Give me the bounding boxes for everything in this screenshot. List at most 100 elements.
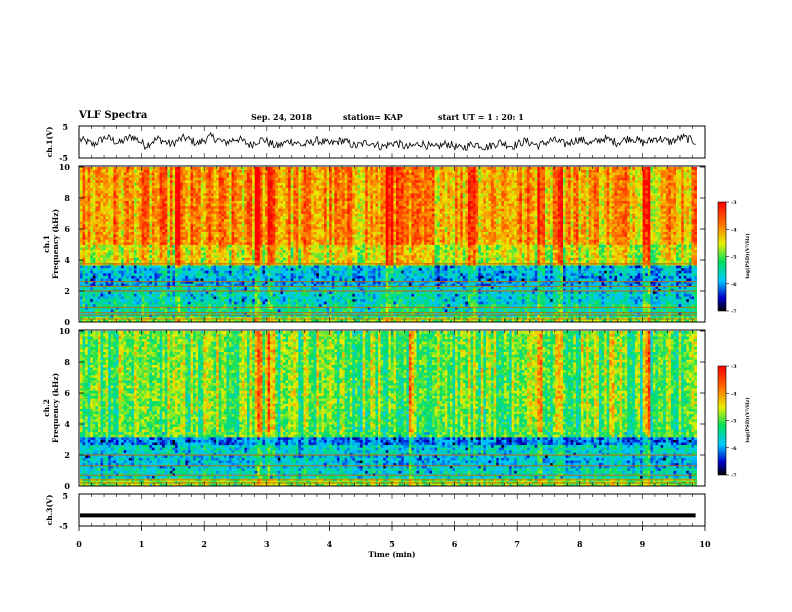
spectrogram-cell	[98, 239, 101, 242]
spectrogram-cell	[224, 255, 227, 258]
spectrogram-cell	[93, 312, 96, 315]
spectrogram-cell	[162, 237, 165, 240]
spectrogram-cell	[116, 203, 119, 206]
spectrogram-cell	[160, 183, 163, 186]
spectrogram-cell	[278, 237, 281, 240]
spectrogram-cell	[167, 299, 170, 302]
spectrogram-cell	[167, 260, 170, 263]
spectrogram-cell	[85, 183, 88, 186]
spectrogram-cell	[160, 216, 163, 219]
spectrogram-cell	[250, 185, 253, 188]
spectrogram-cell	[211, 232, 214, 235]
spectrogram-cell	[137, 281, 140, 284]
spectrogram-cell	[280, 250, 283, 253]
spectrogram-cell	[196, 203, 199, 206]
spectrogram-cell	[234, 211, 237, 214]
spectrogram-cell	[124, 167, 127, 170]
spectrogram-cell	[250, 234, 253, 237]
spectrogram-cell	[162, 208, 165, 211]
spectrogram-cell	[286, 185, 289, 188]
spectrogram-cell	[83, 239, 86, 242]
spectrogram-cell	[175, 273, 178, 276]
spectrogram-cell	[201, 257, 204, 260]
spectrogram-cell	[286, 245, 289, 248]
spectrogram-cell	[198, 273, 201, 276]
spectrogram-cell	[211, 294, 214, 297]
spectrogram-cell	[208, 265, 211, 268]
spectrogram-cell	[291, 216, 294, 219]
spectrogram-cell	[239, 177, 242, 180]
spectrogram-cell	[193, 201, 196, 204]
spectrogram-cell	[106, 198, 109, 201]
spectrogram-cell	[196, 247, 199, 250]
spectrogram-cell	[221, 201, 224, 204]
spectrogram-cell	[286, 260, 289, 263]
spectrogram-cell	[270, 234, 273, 237]
spectrogram-cell	[229, 242, 232, 245]
spectrogram-cell	[155, 208, 158, 211]
spectrogram-cell	[80, 170, 83, 173]
spectrogram-cell	[237, 198, 240, 201]
spectrogram-cell	[265, 239, 268, 242]
spectrogram-cell	[275, 299, 278, 302]
ch1-spectrogram-image	[80, 167, 697, 322]
spectrogram-cell	[255, 211, 258, 214]
spectrogram-cell	[188, 299, 191, 302]
spectrogram-cell	[93, 304, 96, 307]
spectrogram-cell	[106, 208, 109, 211]
spectrogram-cell	[129, 175, 132, 178]
spectrogram-cell	[214, 312, 217, 315]
spectrogram-cell	[234, 224, 237, 227]
spectrogram-cell	[165, 299, 168, 302]
spectrogram-cell	[121, 185, 124, 188]
spectrogram-cell	[203, 224, 206, 227]
spectrogram-cell	[275, 268, 278, 271]
spectrogram-cell	[286, 188, 289, 191]
spectrogram-cell	[244, 296, 247, 299]
spectrogram-cell	[106, 221, 109, 224]
spectrogram-cell	[188, 234, 191, 237]
spectrogram-cell	[270, 296, 273, 299]
spectrogram-cell	[270, 270, 273, 273]
spectrogram-cell	[291, 193, 294, 196]
spectrogram-cell	[178, 252, 181, 255]
spectrogram-cell	[178, 276, 181, 279]
spectrogram-cell	[119, 198, 122, 201]
spectrogram-cell	[95, 265, 98, 268]
spectrogram-cell	[111, 208, 114, 211]
spectrogram-cell	[201, 294, 204, 297]
spectrogram-cell	[165, 257, 168, 260]
spectrogram-cell	[137, 268, 140, 271]
spectrogram-cell	[198, 180, 201, 183]
spectrogram-cell	[167, 193, 170, 196]
spectrogram-cell	[137, 304, 140, 307]
spectrogram-cell	[183, 219, 186, 222]
spectrogram-cell	[152, 294, 155, 297]
spectrogram-cell	[144, 270, 147, 273]
spectrogram-cell	[93, 317, 96, 320]
spectrogram-cell	[291, 283, 294, 286]
spectrogram-cell	[95, 283, 98, 286]
spectrogram-cell	[88, 265, 91, 268]
spectrogram-cell	[165, 242, 168, 245]
spectrogram-cell	[262, 239, 265, 242]
spectrogram-cell	[131, 283, 134, 286]
spectrogram-cell	[198, 190, 201, 193]
spectrogram-cell	[149, 198, 152, 201]
spectrogram-cell	[83, 190, 86, 193]
spectrogram-cell	[237, 250, 240, 253]
spectrogram-cell	[224, 260, 227, 263]
spectrogram-cell	[250, 245, 253, 248]
spectrogram-cell	[155, 234, 158, 237]
spectrogram-cell	[139, 239, 142, 242]
spectrogram-cell	[90, 183, 93, 186]
spectrogram-cell	[149, 177, 152, 180]
spectrogram-cell	[129, 224, 132, 227]
spectrogram-cell	[206, 214, 209, 217]
spectrogram-cell	[291, 309, 294, 312]
spectrogram-cell	[95, 276, 98, 279]
spectrogram-cell	[185, 214, 188, 217]
spectrogram-cell	[131, 214, 134, 217]
spectrogram-cell	[113, 203, 116, 206]
spectrogram-cell	[88, 211, 91, 214]
